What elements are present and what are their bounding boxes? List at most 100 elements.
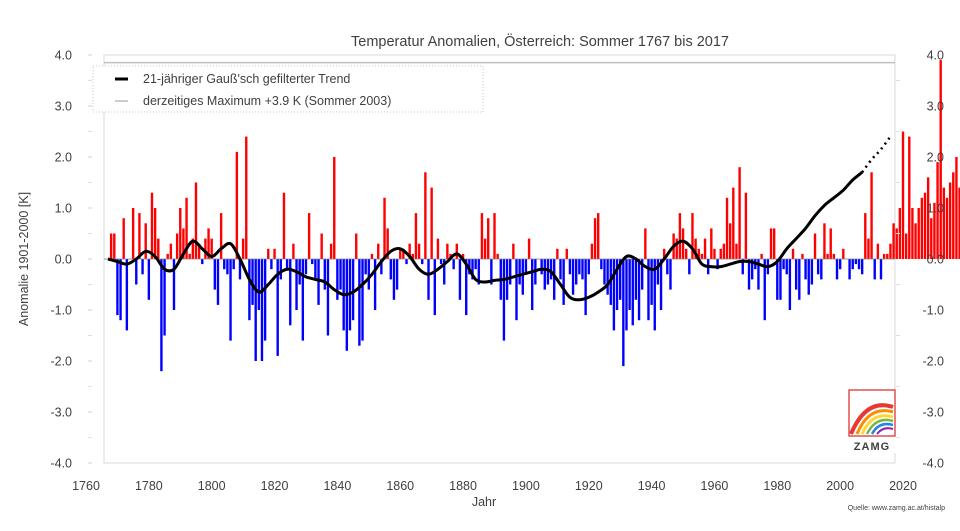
bar-1939	[647, 259, 650, 321]
bar-1823	[282, 192, 286, 259]
bar-1933	[628, 259, 631, 310]
bar-1942	[656, 259, 660, 285]
bar-1852	[373, 259, 377, 310]
bar-1885	[477, 259, 480, 285]
bar-1854	[380, 259, 383, 275]
bar-1868	[424, 172, 427, 259]
bar-1949	[678, 213, 682, 259]
bar-1951	[684, 248, 688, 259]
bar-1775	[131, 208, 135, 259]
logo-arc-blue	[870, 422, 894, 435]
bar-1971	[747, 259, 751, 290]
bar-1822	[279, 259, 283, 280]
bar-1798	[204, 238, 207, 259]
bar-1946	[669, 259, 672, 290]
bar-1779	[144, 223, 147, 259]
bar-2017	[892, 223, 895, 259]
bar-1858	[392, 259, 396, 300]
bar-2001	[842, 248, 845, 259]
bar-2007	[860, 259, 864, 275]
bar-1996	[826, 253, 829, 259]
bar-1919	[584, 259, 587, 316]
bar-1801	[213, 259, 217, 290]
bar-2006	[857, 259, 861, 270]
bar-1926	[606, 259, 609, 295]
bar-1986	[794, 259, 798, 290]
bar-1917	[578, 259, 581, 275]
bar-1974	[757, 259, 760, 290]
bar-1978	[769, 228, 773, 259]
bar-2031	[936, 162, 939, 259]
bar-1802	[216, 259, 220, 305]
bar-1935	[634, 259, 638, 300]
bar-1800	[210, 238, 213, 259]
bar-1984	[788, 259, 792, 310]
bar-1861	[402, 248, 405, 259]
bar-1878	[455, 243, 458, 259]
x-tick: 2020	[889, 479, 917, 493]
bar-1872	[436, 238, 440, 259]
bar-1953	[691, 213, 694, 259]
x-tick: 2000	[826, 479, 854, 493]
bar-1811	[245, 136, 248, 259]
bar-1995	[823, 223, 826, 259]
bar-1928	[612, 259, 616, 331]
y-tick-left: -1.0	[50, 304, 72, 318]
bar-1957	[703, 238, 707, 259]
bar-1859	[395, 259, 399, 290]
bar-1901	[527, 238, 531, 259]
bar-1948	[675, 238, 678, 259]
bar-1809	[238, 259, 242, 280]
x-tick: 1860	[386, 479, 414, 493]
bar-1787	[169, 243, 173, 259]
bar-1902	[531, 259, 534, 310]
bar-1771	[119, 259, 122, 321]
bar-1959	[710, 228, 713, 259]
bar-1845	[351, 259, 355, 321]
bar-1840	[336, 259, 339, 300]
bar-1950	[681, 228, 685, 259]
bar-2012	[876, 243, 880, 259]
y-tick-right: 3.0	[927, 100, 944, 114]
bar-1987	[798, 259, 801, 300]
bar-1925	[603, 259, 606, 285]
bar-1976	[763, 259, 766, 321]
bar-2015	[886, 253, 889, 259]
bar-2034	[945, 197, 949, 259]
bar-1941	[653, 259, 656, 331]
logo-text: ZAMG	[854, 441, 890, 453]
bar-2032	[939, 60, 942, 259]
bar-1830	[304, 259, 308, 275]
bar-1881	[465, 259, 468, 316]
bar-1853	[377, 243, 380, 259]
bar-1773	[125, 259, 129, 331]
bar-1821	[276, 259, 279, 356]
bar-2004	[851, 259, 854, 270]
bar-1817	[263, 259, 267, 341]
bar-2008	[864, 213, 867, 259]
y-tick-left: 4.0	[55, 49, 72, 63]
bar-1921	[590, 243, 594, 259]
bar-2009	[867, 238, 870, 259]
bar-1970	[744, 192, 748, 259]
bar-1983	[785, 259, 788, 275]
x-tick: 1820	[261, 479, 289, 493]
bar-1906	[543, 259, 546, 290]
bar-1857	[389, 259, 392, 280]
bar-2013	[879, 259, 883, 280]
y-tick-left: -2.0	[50, 355, 72, 369]
bar-1862	[405, 259, 408, 265]
trend-line-dotted	[861, 135, 892, 174]
bar-1962	[719, 248, 722, 259]
bar-1856	[386, 228, 389, 259]
bar-1997	[829, 228, 832, 259]
bar-1922	[593, 218, 597, 259]
bar-1880	[461, 253, 465, 259]
logo-arc-yellow	[860, 414, 894, 435]
y-axis-label: Anomalie 1901-2000 [K]	[17, 192, 31, 326]
chart-title: Temperatur Anomalien, Österreich: Sommer…	[351, 32, 729, 50]
logo-frame	[848, 389, 896, 437]
bar-1897	[515, 259, 518, 321]
bar-1870	[430, 187, 433, 259]
bar-1776	[135, 259, 138, 285]
